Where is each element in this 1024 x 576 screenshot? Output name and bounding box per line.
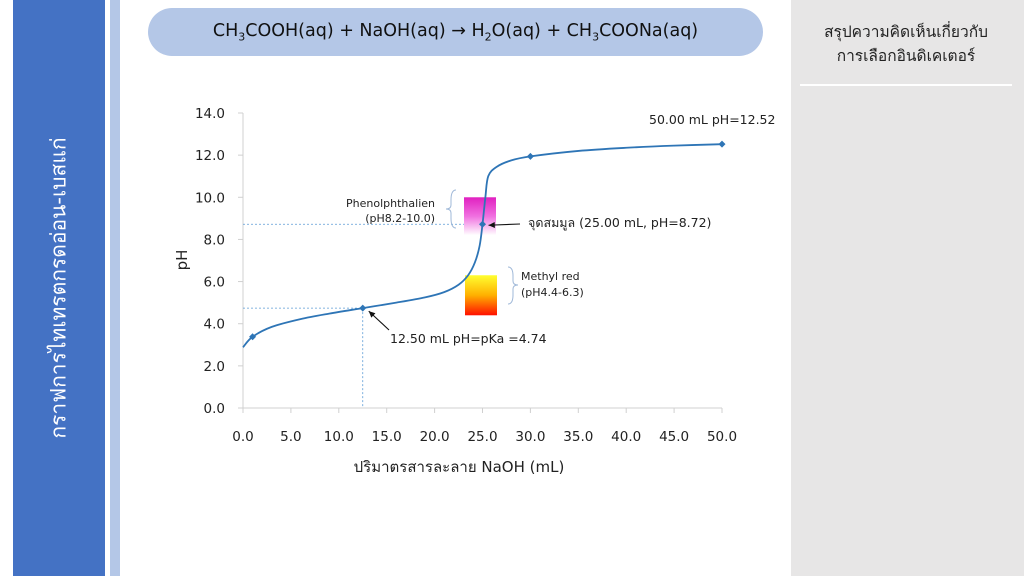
half-equivalence-arrow-head bbox=[368, 311, 376, 318]
y-tick-label: 0.0 bbox=[204, 401, 225, 417]
x-tick-label: 30.0 bbox=[515, 429, 545, 445]
methyl-red-brace bbox=[507, 266, 519, 305]
endpoint-label: 50.00 mL pH=12.52 bbox=[649, 112, 775, 127]
y-axis-label: pH bbox=[173, 250, 191, 271]
y-tick-label: 8.0 bbox=[204, 232, 225, 248]
y-tick-label: 4.0 bbox=[204, 317, 225, 333]
notes-heading-line1: สรุปความคิดเห็นเกี่ยวกับ bbox=[824, 23, 988, 41]
x-tick-label: 0.0 bbox=[232, 429, 253, 445]
x-tick-label: 5.0 bbox=[280, 429, 301, 445]
notes-heading: สรุปความคิดเห็นเกี่ยวกับ การเลือกอินดิเค… bbox=[800, 20, 1012, 68]
y-tick-label: 2.0 bbox=[204, 359, 225, 375]
reaction-equation-banner: CH3COOH(aq) + NaOH(aq) → H2O(aq) + CH3CO… bbox=[148, 8, 763, 56]
x-axis-label: ปริมาตรสารละลาย NaOH (mL) bbox=[354, 458, 565, 476]
methyl-red-range: (pH4.4-6.3) bbox=[521, 286, 584, 299]
equivalence-arrow-head bbox=[488, 221, 495, 229]
phenolphthalein-brace bbox=[445, 189, 457, 229]
data-point-marker bbox=[359, 304, 367, 312]
reaction-equation: CH3COOH(aq) + NaOH(aq) → H2O(aq) + CH3CO… bbox=[212, 20, 699, 44]
data-point-marker bbox=[526, 152, 534, 160]
phenolphthalein-color-box bbox=[464, 197, 496, 236]
y-tick-label: 12.0 bbox=[195, 148, 225, 164]
y-tick-label: 6.0 bbox=[204, 275, 225, 291]
x-tick-label: 15.0 bbox=[372, 429, 402, 445]
sidebar-stripe bbox=[110, 0, 120, 576]
half-equivalence-label: 12.50 mL pH=pKa =4.74 bbox=[390, 331, 547, 346]
notes-panel bbox=[791, 0, 1024, 576]
phenolphthalein-range: (pH8.2-10.0) bbox=[365, 212, 435, 225]
equivalence-label: จุดสมมูล (25.00 mL, pH=8.72) bbox=[528, 215, 711, 231]
y-tick-label: 10.0 bbox=[195, 190, 225, 206]
notes-divider bbox=[800, 84, 1012, 86]
data-point-marker bbox=[249, 333, 257, 341]
x-tick-label: 35.0 bbox=[563, 429, 593, 445]
y-tick-label: 14.0 bbox=[195, 106, 225, 122]
data-point-marker bbox=[479, 220, 486, 228]
x-tick-label: 20.0 bbox=[420, 429, 450, 445]
methyl-red-color-box bbox=[465, 275, 497, 316]
notes-heading-line2: การเลือกอินดิเคเตอร์ bbox=[836, 47, 976, 65]
sidebar-band bbox=[13, 0, 105, 576]
x-tick-label: 40.0 bbox=[611, 429, 641, 445]
data-point-marker bbox=[718, 140, 726, 148]
titration-curve bbox=[242, 143, 723, 348]
x-tick-label: 45.0 bbox=[659, 429, 689, 445]
x-tick-label: 10.0 bbox=[324, 429, 354, 445]
methyl-red-label: Methyl red bbox=[521, 270, 580, 283]
phenolphthalein-label: Phenolphthalien bbox=[346, 197, 435, 210]
x-tick-label: 50.0 bbox=[707, 429, 737, 445]
x-tick-label: 25.0 bbox=[467, 429, 497, 445]
